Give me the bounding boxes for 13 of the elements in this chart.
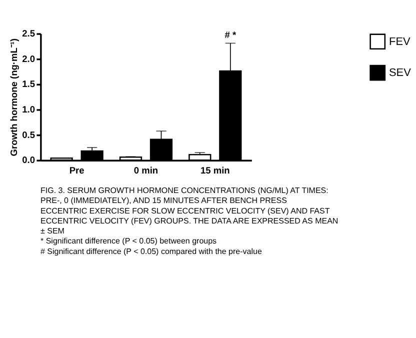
x-tick-label: 0 min (134, 165, 158, 176)
annotation: # * (224, 30, 236, 40)
y-tick-label: 1.5 (22, 79, 36, 90)
y-tick-label: 1.0 (22, 104, 36, 114)
legend-label: FEV (389, 36, 411, 48)
y-tick-label: 0.0 (22, 155, 36, 166)
x-tick-label: Pre (69, 165, 84, 176)
y-tick-label: 0.5 (22, 130, 36, 140)
legend-label: SEV (389, 67, 412, 80)
y-tick-label: 2.0 (22, 54, 36, 64)
x-tick-label: 15 min (200, 165, 230, 176)
y-tick-label: 2.5 (22, 28, 36, 39)
y-axis-title: Growth hormone (ng·mL⁻¹) (9, 38, 20, 156)
